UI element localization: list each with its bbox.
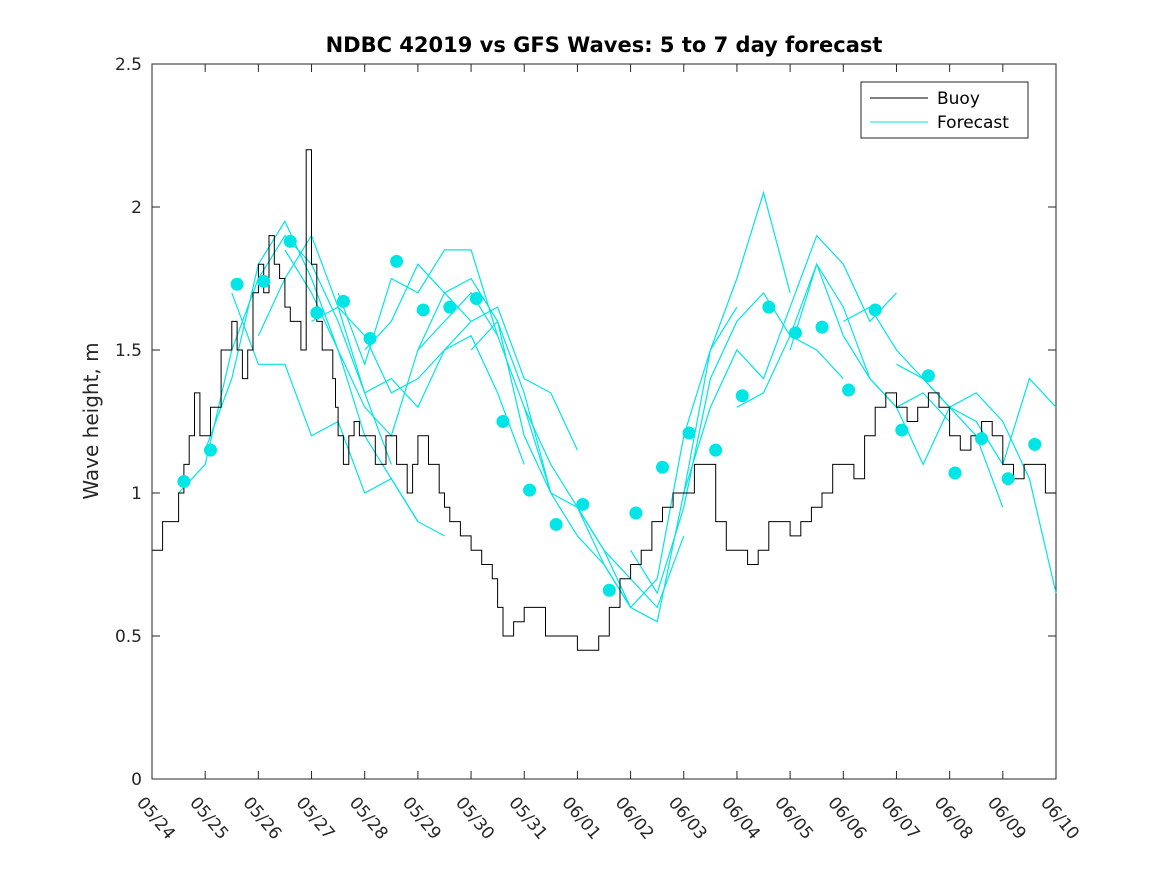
x-tick-label: 06/04 [717,793,764,843]
forecast-line [736,262,951,422]
forecast-marker [1001,472,1015,486]
forecast-marker [762,300,776,314]
y-axis: 0 0.5 1 1.5 2 2.5 [115,55,1056,790]
x-tick-label: 06/01 [558,793,605,843]
forecast-marker [842,383,856,397]
forecast-line [630,291,844,595]
y-axis-label: Wave height, m [79,342,103,499]
x-tick-label: 05/25 [185,793,232,843]
legend: Buoy Forecast [860,81,1029,139]
y-tick-label: 2.5 [115,55,142,75]
forecast-marker [948,466,962,480]
x-tick-label: 06/06 [823,793,870,843]
forecast-marker [655,460,669,474]
forecast-marker [283,234,297,248]
forecast-line [417,277,632,608]
x-tick-label: 05/28 [345,793,392,843]
forecast-marker [1028,437,1042,451]
forecast-marker [203,443,217,457]
x-tick-label: 06/05 [770,793,817,843]
x-tick-label: 06/03 [664,793,711,843]
legend-label-buoy: Buoy [937,89,980,109]
legend-box [860,81,1029,139]
forecast-line [364,263,578,451]
x-tick-label: 06/02 [611,793,658,843]
x-tick-label: 06/07 [877,793,924,843]
forecast-marker [576,497,590,511]
y-tick-label: 1.5 [115,341,142,361]
forecast-marker [496,415,510,428]
forecast-marker [177,475,191,489]
x-tick-label: 06/10 [1036,793,1083,843]
forecast-marker [921,369,935,383]
x-tick-label: 05/26 [239,793,286,843]
forecast-marker [257,274,271,288]
forecast-marker [549,517,563,531]
y-tick-label: 0 [131,770,142,790]
x-tick-label: 05/29 [398,793,445,843]
forecast-marker [523,483,537,497]
x-tick-label: 06/08 [930,793,977,843]
legend-label-forecast: Forecast [937,113,1009,133]
x-tick-label: 05/31 [504,793,551,843]
forecast-marker [895,423,909,437]
forecast-marker [788,326,802,340]
x-tick-label: 05/27 [292,793,339,843]
forecast-marker [682,426,696,440]
forecast-marker [310,306,324,320]
forecast-marker [336,294,350,308]
buoy-line [152,149,1056,651]
forecast-marker [735,389,749,403]
x-tick-label: 05/24 [132,793,179,843]
forecast-marker [815,320,829,334]
forecast-marker [230,277,244,291]
forecast-marker [629,506,643,520]
forecast-line [683,234,897,494]
forecast-marker [975,432,989,446]
forecast-marker [390,254,404,268]
forecast-marker [443,300,457,314]
x-tick-label: 06/09 [983,793,1030,843]
x-tick-label: 05/30 [451,793,498,843]
y-tick-label: 0.5 [115,627,142,647]
forecast-marker [868,303,882,317]
forecast-marker [416,303,430,317]
forecast-marker [602,583,616,597]
forecast-marker [363,332,377,346]
forecast-markers [177,234,1042,597]
y-tick-label: 1 [131,484,142,504]
forecast-marker [469,292,483,306]
chart-title: NDBC 42019 vs GFS Waves: 5 to 7 day fore… [326,33,883,57]
plot-area [151,63,1057,780]
buoy-series [152,149,1056,651]
y-tick-label: 2 [131,198,142,218]
forecast-marker [709,443,723,457]
